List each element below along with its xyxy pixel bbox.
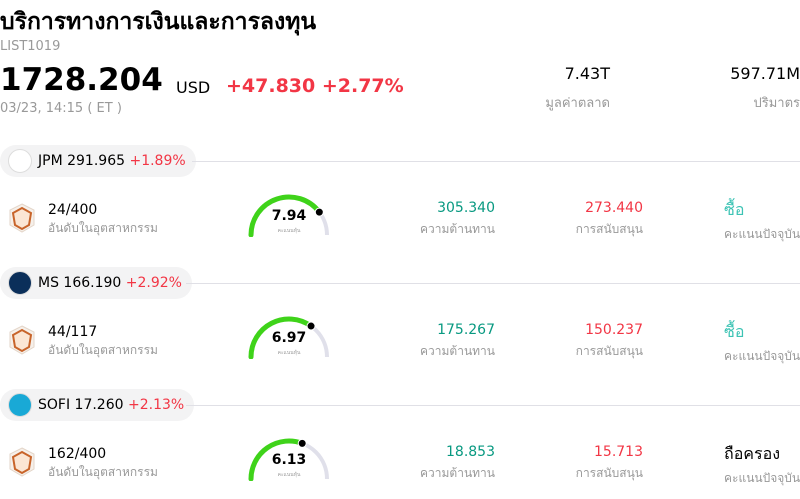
gauge-dot — [314, 207, 324, 217]
stock-score: 6.97 — [271, 330, 307, 346]
resistance-label: ความต้านทาน — [420, 344, 495, 358]
support-value: 273.440 — [585, 200, 643, 216]
rating: ถือครอง — [724, 444, 781, 463]
company-logo-icon — [8, 393, 32, 417]
resistance-value: 175.267 — [437, 322, 495, 338]
currency: USD — [176, 78, 211, 97]
ticker: MS — [38, 275, 59, 291]
stock-change: +1.89% — [129, 153, 186, 169]
resistance-value: 305.340 — [437, 200, 495, 216]
support-label: การสนับสนุน — [575, 466, 643, 480]
index-price: 1728.204 — [0, 62, 163, 98]
support-value: 150.237 — [585, 322, 643, 338]
stock-change: +2.13% — [128, 397, 185, 413]
stock-pill[interactable]: SOFI 17.260 +2.13% — [0, 389, 195, 421]
company-logo-icon — [8, 271, 32, 295]
market-cap-value: 7.43T — [564, 64, 610, 83]
rating-label: คะแนนปัจจุบัน — [724, 227, 800, 241]
stock-score-label: คะแนนหุ้น — [277, 350, 301, 356]
divider — [192, 161, 800, 162]
industry-rank-label: อันดับในอุตสาหกรรม — [48, 465, 158, 479]
rating: ซื้อ — [724, 200, 745, 219]
score-gauge — [248, 438, 329, 481]
resistance-label: ความต้านทาน — [420, 222, 495, 236]
market-cap-label: มูลค่าตลาด — [545, 96, 610, 111]
stock-pill[interactable]: MS 166.190 +2.92% — [0, 267, 192, 299]
divider — [186, 283, 800, 284]
industry-rank: 24/400 — [48, 202, 98, 218]
support-label: การสนับสนุน — [575, 344, 643, 358]
stock-price: 291.965 — [67, 153, 126, 169]
rating-label: คะแนนปัจจุบัน — [724, 471, 800, 485]
ticker: SOFI — [38, 397, 71, 413]
gauge-fill — [248, 438, 305, 481]
support-value: 15.713 — [594, 444, 643, 460]
stock-score-label: คะแนนหุ้น — [277, 228, 301, 234]
stock-pill[interactable]: JPM 291.965 +1.89% — [0, 145, 196, 177]
price-change: +47.830 +2.77% — [226, 75, 404, 97]
gauge-fill — [248, 316, 314, 359]
gauge-dot — [306, 321, 316, 331]
gauge-fill — [248, 194, 322, 237]
stock-score-label: คะแนนหุ้น — [277, 472, 301, 478]
industry-rank-icon — [9, 203, 35, 233]
volume-label: ปริมาตร — [753, 96, 800, 111]
volume-value: 597.71M — [730, 64, 800, 83]
list-code: LIST1019 — [0, 39, 61, 54]
industry-rank: 44/117 — [48, 324, 98, 340]
gauge-dot — [297, 438, 307, 448]
divider — [186, 405, 800, 406]
rating-label: คะแนนปัจจุบัน — [724, 349, 800, 363]
page-title: บริการทางการเงินและการลงทุน — [0, 9, 317, 35]
rating: ซื้อ — [724, 322, 745, 341]
resistance-value: 18.853 — [446, 444, 495, 460]
stock-change: +2.92% — [125, 275, 182, 291]
industry-rank-label: อันดับในอุตสาหกรรม — [48, 343, 158, 357]
score-gauge — [248, 194, 329, 237]
stock-price: 17.260 — [74, 397, 124, 413]
support-label: การสนับสนุน — [575, 222, 643, 236]
timestamp: 03/23, 14:15 ( ET ) — [0, 101, 122, 116]
industry-rank-label: อันดับในอุตสาหกรรม — [48, 221, 158, 235]
stock-score: 7.94 — [271, 208, 307, 224]
stock-score: 6.13 — [271, 452, 307, 468]
resistance-label: ความต้านทาน — [420, 466, 495, 480]
ticker: JPM — [38, 153, 63, 169]
company-logo-icon — [8, 149, 32, 173]
score-gauge — [248, 316, 329, 359]
industry-rank-icon — [9, 447, 35, 477]
industry-rank: 162/400 — [48, 446, 107, 462]
industry-rank-icon — [9, 325, 35, 355]
stock-price: 166.190 — [63, 275, 122, 291]
